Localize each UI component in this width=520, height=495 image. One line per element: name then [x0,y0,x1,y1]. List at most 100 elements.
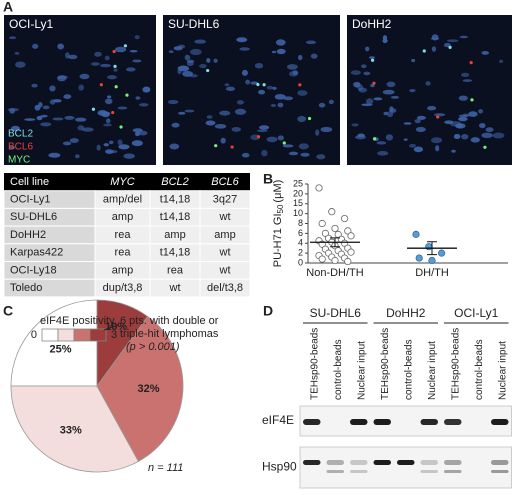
probe-signal [256,135,261,139]
chromosome [213,58,218,63]
probe-signal [262,83,266,87]
chromosome [236,37,248,43]
chromosome [479,122,486,129]
chromosome [258,125,270,130]
chromosome [414,119,421,124]
chromosome [403,138,408,141]
band [303,419,321,425]
chromosome [434,113,446,117]
probe-signal [214,144,218,148]
chromosome [123,153,135,159]
table-text: Toledo [10,282,42,294]
table-text: OCI-Ly1 [10,193,51,205]
chromosome [36,115,43,121]
chromosome [258,89,266,95]
chromosome [461,134,469,140]
chromosome [275,39,286,46]
annotation: (p > 0.001) [126,341,180,353]
chromosome [403,122,412,125]
y-tick-label: 10 [293,208,303,218]
lane-label: Nuclear input [497,341,508,400]
band [444,419,462,425]
data-point [328,208,336,216]
probe-signal [123,44,128,48]
chromosome [94,51,102,57]
probe-legend: BCL6 [8,142,33,153]
probe-signal [230,145,234,149]
probe-legend: MYC [8,155,30,166]
chromosome [460,72,470,78]
chromosome [40,122,52,127]
y-axis-label: PU-H71 GI50(μM) [272,180,285,268]
data-point [318,255,326,263]
legend-label: 3 [111,329,117,341]
data-point [344,257,352,266]
lane-label: TEHsp90-beads [309,328,320,400]
chromosome [138,130,148,136]
chromosome [99,63,112,68]
chromosome [298,143,309,150]
chromosome [478,109,484,114]
chromosome [431,46,437,52]
chromosome [470,137,480,143]
panel-letter: A [3,0,13,15]
chromosome [415,126,426,133]
chromosome [42,105,50,110]
data-point [347,232,355,240]
band [444,460,462,465]
blot-row-label: eIF4E [262,413,294,427]
legend-swatch [89,328,107,342]
lane-label: control-beads [403,339,414,400]
chromosome [96,144,101,151]
chromosome [365,46,370,52]
table-text: DoHH2 [10,229,46,241]
chromosome [167,99,179,105]
table-header: Cell line [10,176,49,188]
chromosome [425,81,431,86]
table-text: wt [219,264,231,276]
probe-signal [282,141,286,145]
table-text: rea [115,229,132,241]
chromosome [14,51,20,55]
table-text: SU-DHL6 [10,211,57,223]
chromosome [365,98,374,105]
y-tick-label: 8 [298,218,303,228]
chromosome [297,115,307,123]
chromosome [168,50,174,53]
slice-label: 33% [60,424,82,436]
chromosome [79,73,90,80]
chromosome [24,118,36,121]
probe-signal [483,145,487,149]
error-bar [330,237,340,248]
chromosome [135,96,141,100]
chromosome [49,99,56,105]
chromosome [373,97,383,101]
chromosome [300,152,310,157]
table-text: rea [167,264,184,276]
chromosome [231,126,241,132]
chromosome [52,117,64,121]
chromosome [462,79,473,82]
probe-signal [372,81,376,85]
legend-label: 0 [31,329,37,341]
chromosome [376,141,387,145]
chromosome [57,75,67,82]
chromosome [310,53,318,59]
table-text: t14,18 [160,211,191,223]
chromosome [114,46,127,53]
chromosome [117,106,128,110]
chromosome [104,55,110,61]
data-point [331,224,339,233]
chromosome [451,149,456,153]
probe-legend: BCL2 [8,129,33,140]
probe-signal [119,125,123,129]
table-text: amp [112,211,133,223]
chromosome [224,83,230,87]
band [491,470,509,473]
chromosome [126,67,136,72]
data-point [425,243,433,251]
blot-strip [299,446,512,489]
chromosome [7,108,20,112]
chromosome [453,133,461,140]
chromosome [178,44,186,49]
